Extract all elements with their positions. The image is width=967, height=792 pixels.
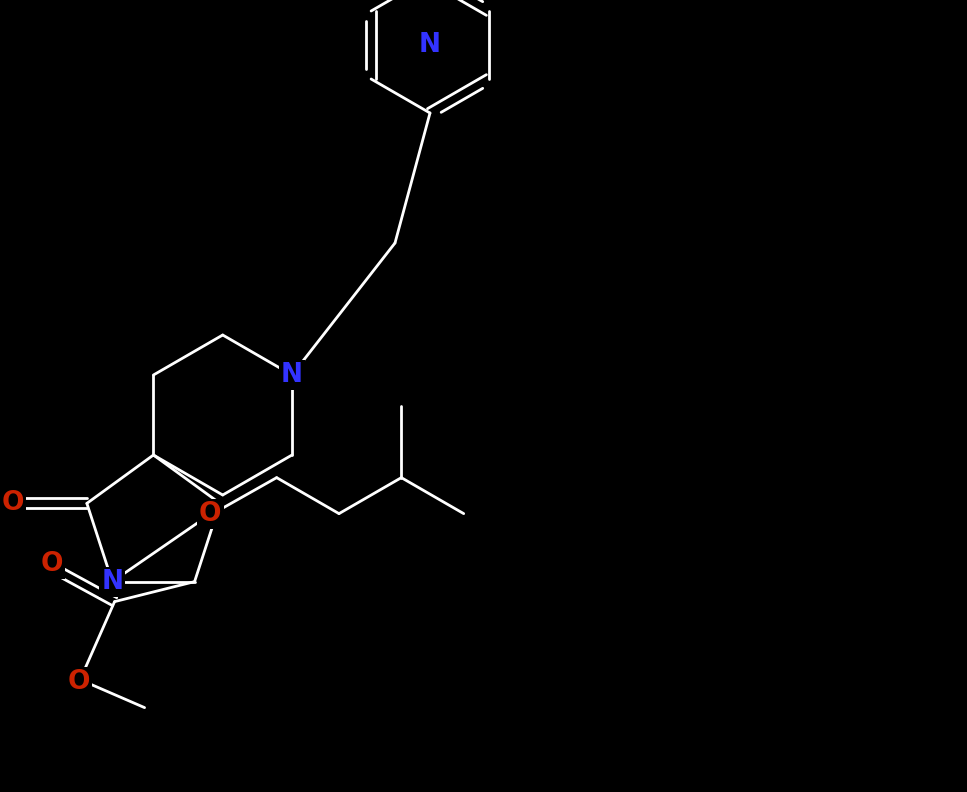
Text: O: O: [2, 490, 24, 516]
Text: N: N: [102, 569, 123, 595]
Text: O: O: [68, 668, 90, 695]
Text: O: O: [199, 501, 221, 527]
Text: O: O: [199, 501, 221, 527]
Text: N: N: [419, 32, 441, 58]
Text: O: O: [68, 668, 90, 695]
Text: N: N: [419, 32, 441, 58]
Text: N: N: [281, 362, 303, 388]
Text: O: O: [41, 550, 63, 577]
Text: N: N: [281, 362, 303, 388]
Text: N: N: [102, 569, 123, 595]
Text: O: O: [41, 550, 63, 577]
Text: O: O: [2, 490, 24, 516]
